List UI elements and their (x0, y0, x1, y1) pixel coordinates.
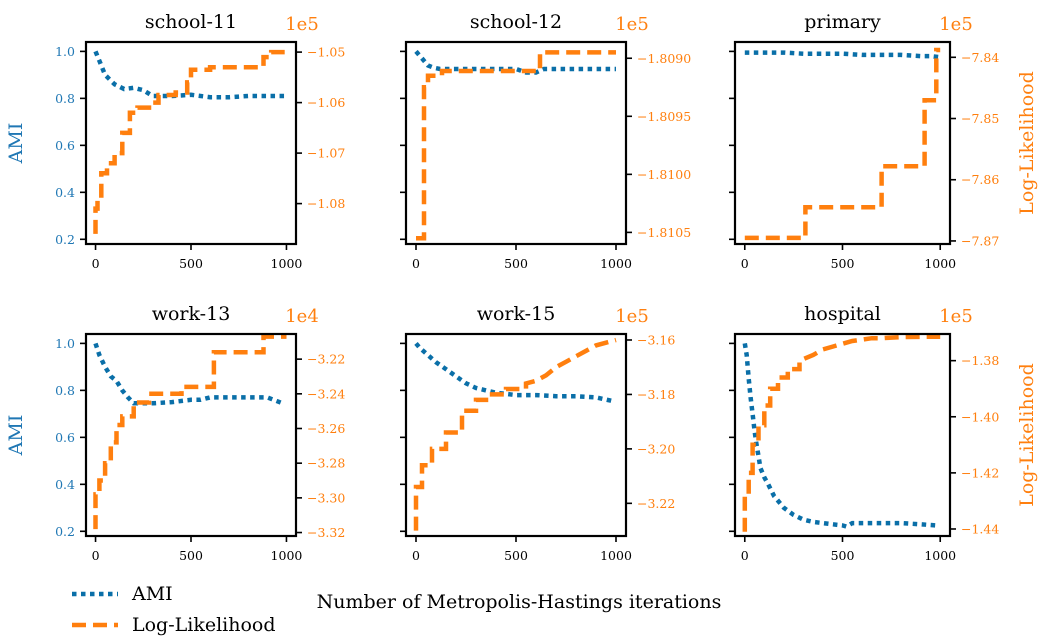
right-tick-label: −1.8095 (637, 109, 691, 124)
right-axis-label: Log-Likelihood (1016, 71, 1038, 215)
x-tick-label: 1000 (271, 548, 303, 563)
right-axis-exponent: 1e5 (939, 306, 973, 327)
left-tick-label: 0.8 (55, 91, 75, 106)
left-tick-label: 0.4 (55, 477, 75, 492)
log-likelihood-series-line (744, 47, 941, 241)
x-tick-label: 0 (741, 256, 749, 271)
right-tick-label: −3.20 (637, 441, 675, 456)
subplot-title: school-11 (145, 11, 237, 33)
x-tick-label: 0 (92, 256, 100, 271)
subplot-title: work-15 (477, 303, 556, 325)
right-tick-label: −1.40 (961, 409, 999, 424)
left-tick-label: 0.6 (55, 430, 75, 445)
x-tick-label: 0 (92, 548, 100, 563)
subplot-primary: primary 0 500 1000 −7.84 −7.85 −7.86 −7.87 1e5 Lo… (729, 11, 1038, 271)
x-tick-label: 0 (412, 548, 420, 563)
plot-frame (404, 40, 628, 246)
right-axis-exponent: 1e5 (615, 306, 649, 327)
x-tick-label: 500 (831, 548, 855, 563)
right-tick-label: −1.06 (307, 95, 345, 110)
left-tick-label: 0.4 (55, 185, 75, 200)
x-tick-label: 0 (741, 548, 749, 563)
subplot-work-13: work-13 0 500 1000 1.0 0.8 0.6 0.4 0.2 −3.22 −3.24… (5, 303, 345, 563)
right-tick-label: −3.22 (637, 496, 675, 511)
subplot-school-11: school-11 0 500 1000 1.0 0.8 0.6 0.4 0.2 −1.05 −1.… (5, 11, 345, 271)
left-tick-label: 1.0 (55, 44, 75, 59)
right-tick-label: −1.8100 (637, 167, 691, 182)
x-tick-label: 0 (412, 256, 420, 271)
ami-series-line (414, 49, 616, 75)
left-tick-label: 0.2 (55, 524, 75, 539)
legend-log-likelihood-label: Log-Likelihood (132, 614, 276, 636)
x-tick-label: 1000 (600, 548, 632, 563)
ami-series-line (742, 343, 937, 530)
right-axis-exponent: 1e4 (285, 306, 319, 327)
right-tick-label: −7.84 (961, 50, 999, 65)
left-axis-label: AMI (5, 415, 27, 457)
log-likelihood-series-line (93, 49, 287, 234)
right-tick-label: −3.28 (307, 456, 345, 471)
log-likelihood-series-line (413, 337, 617, 531)
right-tick-label: −3.18 (637, 387, 675, 402)
right-tick-label: −3.30 (307, 490, 345, 505)
x-tick-label: 1000 (600, 256, 632, 271)
right-tick-label: −1.42 (961, 465, 999, 480)
right-axis-exponent: 1e5 (939, 14, 973, 35)
subplot-title: hospital (804, 303, 881, 325)
ami-series-line (93, 50, 287, 100)
right-tick-label: −7.87 (961, 233, 999, 248)
right-tick-label: −7.86 (961, 172, 999, 187)
left-axis-label: AMI (5, 123, 27, 165)
log-likelihood-series-line (93, 334, 287, 530)
log-likelihood-series-line (742, 334, 941, 532)
x-tick-label: 1000 (924, 256, 956, 271)
plot-frame (733, 40, 952, 246)
right-tick-label: −1.38 (961, 353, 999, 368)
legend: AMI Log-Likelihood (72, 583, 276, 636)
log-likelihood-series-line (416, 50, 616, 241)
x-tick-label: 500 (504, 548, 528, 563)
ami-series-line (744, 50, 941, 60)
x-tick-label: 1000 (924, 548, 956, 563)
subplot-title: school-12 (470, 11, 562, 33)
legend-ami-label: AMI (131, 583, 173, 605)
right-tick-label: −3.24 (307, 386, 345, 401)
subplot-hospital: hospital 0 500 1000 −1.38 −1.40 −1.42 −1.44 1e5 L… (729, 303, 1038, 563)
subplot-title: primary (804, 11, 881, 33)
ami-series-line (414, 341, 613, 404)
right-tick-label: −3.16 (637, 332, 675, 347)
subplot-title: work-13 (152, 303, 231, 325)
right-tick-label: −1.44 (961, 521, 999, 536)
right-tick-label: −1.07 (307, 146, 345, 161)
right-tick-label: −3.32 (307, 525, 345, 540)
right-tick-label: −1.8090 (637, 51, 691, 66)
x-tick-label: 1000 (271, 256, 303, 271)
right-axis-exponent: 1e5 (285, 14, 319, 35)
ami-series-line (93, 342, 284, 406)
x-tick-label: 500 (831, 256, 855, 271)
right-tick-label: −1.05 (307, 45, 345, 60)
left-tick-label: 1.0 (55, 336, 75, 351)
x-tick-label: 500 (504, 256, 528, 271)
subplot-work-15: work-15 0 500 1000 −3.16 −3.18 −3.20 −3.22 1e5 (400, 303, 675, 563)
right-tick-label: −7.85 (961, 111, 999, 126)
right-tick-label: −1.8105 (637, 225, 691, 240)
right-tick-label: −3.26 (307, 421, 345, 436)
subplot-school-12: school-12 0 500 1000 −1.8090 −1.8095 −1.8100 −1… (400, 11, 691, 271)
left-tick-label: 0.2 (55, 232, 75, 247)
x-tick-label: 500 (179, 256, 203, 271)
left-tick-label: 0.6 (55, 138, 75, 153)
shared-x-axis-label: Number of Metropolis-Hastings iterations (317, 591, 722, 613)
right-tick-label: −1.08 (307, 196, 345, 211)
right-axis-label: Log-Likelihood (1016, 363, 1038, 507)
x-tick-label: 500 (179, 548, 203, 563)
right-tick-label: −3.22 (307, 352, 345, 367)
plot-frame (733, 332, 952, 538)
left-tick-label: 0.8 (55, 383, 75, 398)
right-axis-exponent: 1e5 (615, 14, 649, 35)
